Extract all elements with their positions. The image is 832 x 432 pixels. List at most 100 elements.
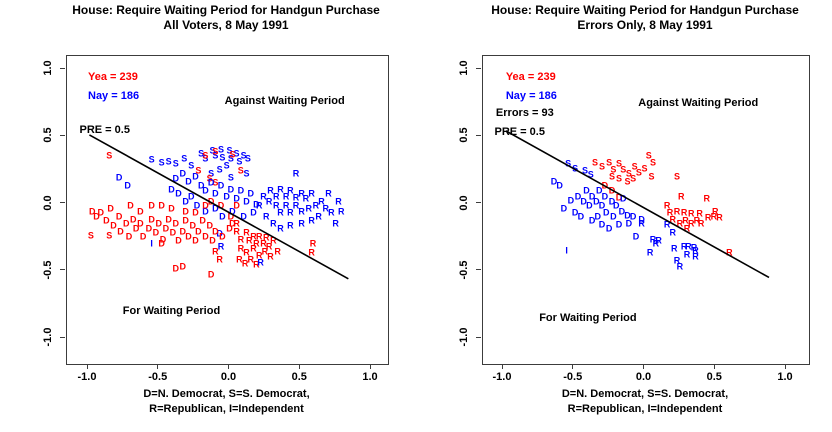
data-point-R-nay: R xyxy=(263,211,270,222)
y-tick-mark xyxy=(60,269,65,271)
y-tick-label: 0.0 xyxy=(458,194,470,211)
data-point-S-yea: S xyxy=(649,157,656,168)
data-point-D-nay: D xyxy=(588,191,596,202)
data-point-D-yea: D xyxy=(152,227,160,238)
data-point-R-yea: R xyxy=(680,207,688,218)
data-point-D-yea: D xyxy=(117,226,124,237)
y-tick-mark xyxy=(60,67,65,69)
data-point-R-yea: R xyxy=(270,235,277,246)
data-point-S-nay: S xyxy=(227,172,234,183)
data-point-S-nay: S xyxy=(240,150,247,161)
data-point-D-nay: D xyxy=(571,207,579,218)
data-point-S-yea: S xyxy=(599,161,606,172)
data-point-D-yea: D xyxy=(212,226,219,237)
data-point-S-yea: S xyxy=(212,146,219,157)
y-tick-mark xyxy=(476,202,481,203)
data-point-R-nay: R xyxy=(308,215,315,226)
data-point-R-nay: R xyxy=(287,220,294,231)
data-point-S-yea: S xyxy=(212,177,219,188)
data-point-D-yea: D xyxy=(139,231,147,242)
legend-line-0: Yea = 239 xyxy=(505,71,556,84)
data-point-D-nay: D xyxy=(580,196,587,207)
data-point-D-yea: D xyxy=(137,205,144,216)
data-point-R-nay: R xyxy=(638,217,645,228)
data-point-R-yea: R xyxy=(212,246,219,257)
data-point-D-nay: D xyxy=(207,177,215,188)
data-point-S-nay: S xyxy=(209,145,216,156)
y-tick-mark xyxy=(476,134,481,136)
data-point-R-nay: R xyxy=(690,242,698,253)
data-point-S-nay: S xyxy=(181,153,188,164)
data-point-R-nay: R xyxy=(277,184,284,195)
title-line: House: Require Waiting Period for Handgu… xyxy=(72,3,380,17)
data-point-S-yea: S xyxy=(624,176,631,187)
data-point-S-yea: S xyxy=(625,168,632,179)
data-point-D-yea: D xyxy=(207,196,215,207)
panel-title-errors-only: House: Require Waiting Period for Handgu… xyxy=(425,3,832,33)
data-point-D-nay: D xyxy=(601,191,609,202)
data-point-S-yea: S xyxy=(608,170,615,181)
data-point-D-yea: D xyxy=(185,231,192,242)
data-point-D-nay: D xyxy=(588,215,596,226)
data-point-R-nay: R xyxy=(332,217,339,228)
x-tick-label: 0.0 xyxy=(635,371,652,383)
data-point-R-yea: R xyxy=(243,247,250,258)
data-point-S-nay: S xyxy=(216,164,223,175)
data-point-D-yea: D xyxy=(202,200,209,211)
data-point-D-yea: D xyxy=(115,211,123,222)
data-point-D-yea: D xyxy=(207,269,215,280)
data-point-D-nay: D xyxy=(556,180,563,191)
data-point-R-nay: R xyxy=(298,188,305,199)
data-point-S-yea: S xyxy=(202,150,209,161)
data-point-D-nay: D xyxy=(240,211,247,222)
data-point-D-nay: D xyxy=(610,211,617,222)
data-point-D-nay: D xyxy=(638,213,645,224)
data-point-R-yea: R xyxy=(246,235,253,246)
data-point-R-yea: R xyxy=(663,200,671,211)
data-point-R-nay: R xyxy=(692,251,699,262)
data-point-D-yea: D xyxy=(192,235,199,246)
x-axis-label-line1: D=N. Democrat, S=S. Democrat, xyxy=(561,388,729,400)
data-point-R-yea: R xyxy=(255,231,263,242)
data-point-S-nay: S xyxy=(582,165,589,176)
data-point-D-yea: D xyxy=(199,215,206,226)
data-point-D-nay: D xyxy=(250,207,257,218)
x-tick-mark xyxy=(784,364,786,369)
data-point-D-nay: D xyxy=(595,185,603,196)
data-point-D-nay: D xyxy=(115,172,123,183)
y-tick-mark xyxy=(476,336,481,338)
data-point-R-yea: R xyxy=(697,217,705,228)
data-point-R-nay: R xyxy=(255,200,263,211)
data-point-S-nay: S xyxy=(188,160,195,171)
data-point-R-yea: R xyxy=(233,217,240,228)
data-point-D-nay: D xyxy=(227,184,235,195)
data-point-R-nay: R xyxy=(308,188,315,199)
data-point-D-nay: D xyxy=(179,168,187,179)
data-point-R-yea: R xyxy=(703,193,711,204)
data-point-S-nay: S xyxy=(244,153,251,164)
data-point-R-nay: R xyxy=(267,185,274,196)
data-point-S-nay: S xyxy=(226,145,233,156)
y-tick-mark xyxy=(60,202,65,203)
data-point-D-nay: D xyxy=(625,217,633,228)
x-tick-label: -0.5 xyxy=(148,371,168,383)
data-point-D-yea: D xyxy=(130,213,137,224)
data-point-D-nay: D xyxy=(567,195,575,206)
data-point-D-nay: D xyxy=(605,223,613,234)
x-tick-label: 0.5 xyxy=(291,371,307,383)
data-point-R-yea: R xyxy=(696,208,703,219)
data-point-D-yea: D xyxy=(103,215,110,226)
data-point-R-nay: R xyxy=(318,196,325,207)
data-point-D-yea: D xyxy=(209,235,216,246)
data-point-R-yea: R xyxy=(250,231,257,242)
data-point-S-nay: S xyxy=(172,158,179,169)
data-point-R-yea: R xyxy=(236,254,243,265)
data-point-D-nay: D xyxy=(593,196,600,207)
data-point-R-nay: R xyxy=(325,188,332,199)
data-point-S-yea: S xyxy=(645,150,652,161)
x-tick-mark xyxy=(572,364,574,369)
data-point-S-yea: S xyxy=(674,170,681,181)
data-point-R-nay: R xyxy=(282,191,290,202)
data-point-R-nay: R xyxy=(322,203,329,214)
